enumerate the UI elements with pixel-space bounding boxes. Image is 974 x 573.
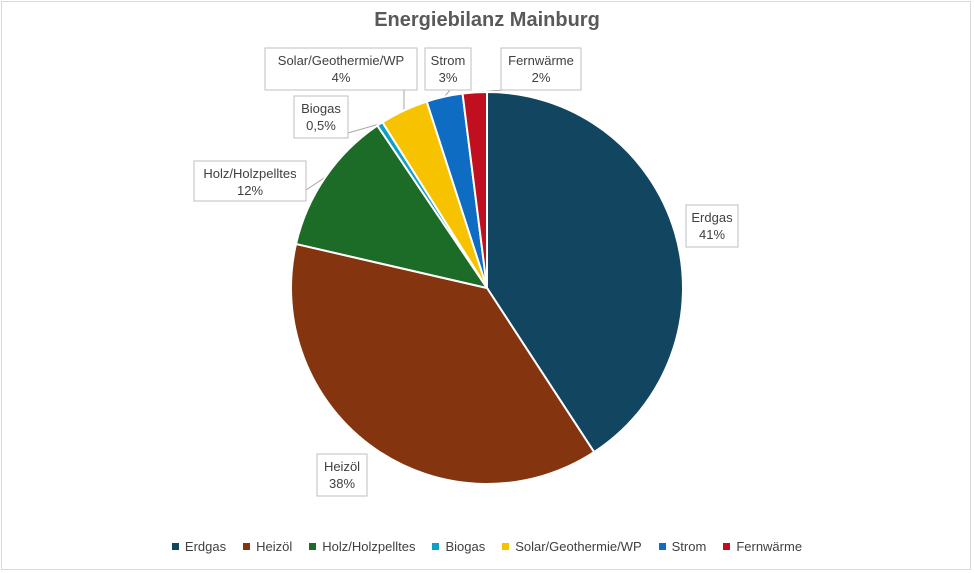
data-label-value-0: 41%	[699, 227, 725, 242]
legend-label-3: Biogas	[445, 539, 486, 554]
data-label-category-4: Solar/Geothermie/WP	[278, 53, 404, 68]
data-label-value-2: 12%	[237, 183, 263, 198]
data-label-value-3: 0,5%	[306, 118, 336, 133]
data-label-box-2	[193, 160, 307, 202]
legend-swatch-4	[502, 543, 510, 550]
legend-swatch-0	[171, 543, 179, 550]
data-label-category-5: Strom	[431, 53, 466, 68]
pie-slices	[290, 90, 684, 485]
legend-label-2: Holz/Holzpelltes	[322, 539, 416, 554]
data-label-box-0	[685, 204, 739, 248]
data-label-box-3	[293, 95, 349, 139]
legend-swatch-1	[243, 543, 251, 550]
pie-slice-1	[290, 242, 596, 485]
data-label-value-5: 3%	[439, 70, 458, 85]
legend-item-1: Heizöl	[243, 539, 292, 554]
pie-slice-2	[294, 124, 490, 290]
legend-label-1: Heizöl	[256, 539, 293, 554]
legend: Erdgas Heizöl Holz/Holzpelltes Biogas Solar/…	[0, 539, 974, 554]
data-label-box-5	[424, 47, 472, 91]
data-label-box-4	[264, 47, 418, 91]
data-label-category-6: Fernwärme	[508, 53, 574, 68]
legend-item-5: Strom	[658, 539, 707, 554]
data-label-category-3: Biogas	[301, 101, 341, 116]
chart-title: Energiebilanz Mainburg	[374, 9, 600, 31]
data-labels: Erdgas 41% Heizöl 38% Holz/Holzpelltes 12% Bio…	[193, 47, 739, 497]
leader-line-2	[305, 176, 326, 191]
legend-item-6: Fernwärme	[723, 539, 802, 554]
legend-label-4: Solar/Geothermie/WP	[515, 539, 642, 554]
legend-item-2: Holz/Holzpelltes	[309, 539, 415, 554]
legend-swatch-3	[432, 543, 440, 550]
legend-label-5: Strom	[671, 539, 707, 554]
leader-line-3	[347, 123, 381, 134]
data-label-box-1	[316, 453, 368, 497]
legend-swatch-6	[723, 543, 731, 550]
data-label-category-0: Erdgas	[691, 210, 733, 225]
data-label-category-2: Holz/Holzpelltes	[203, 166, 297, 181]
data-label-value-4: 4%	[332, 70, 351, 85]
legend-swatch-5	[658, 543, 666, 550]
legend-label-0: Erdgas	[184, 539, 227, 554]
data-label-category-1: Heizöl	[324, 459, 360, 474]
legend-item-4: Solar/Geothermie/WP	[502, 539, 642, 554]
data-label-value-6: 2%	[532, 70, 551, 85]
data-label-value-1: 38%	[329, 476, 355, 491]
legend-item-3: Biogas	[432, 539, 485, 554]
data-label-box-6	[500, 47, 582, 91]
pie-slice-6	[461, 90, 488, 289]
legend-swatch-2	[309, 543, 317, 550]
legend-label-6: Fernwärme	[736, 539, 803, 554]
legend-item-0: Erdgas	[171, 539, 227, 554]
